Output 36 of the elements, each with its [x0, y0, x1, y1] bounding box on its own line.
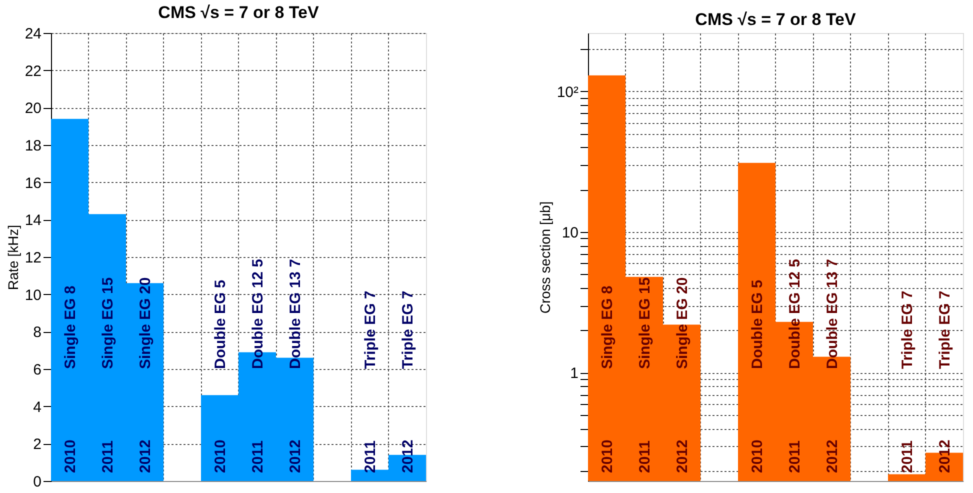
- y-tick-label: 4: [33, 398, 42, 416]
- category-label: 2011 Double EG 12 5: [249, 258, 266, 473]
- category-label: 2011 Single EG 15: [636, 277, 654, 473]
- y-tick-label: 22: [24, 62, 42, 80]
- category-label: 2011 Triple EG 7: [898, 290, 916, 473]
- category-label: 2012 Single EG 20: [136, 277, 154, 473]
- category-label: 2010 Single EG 8: [62, 286, 79, 473]
- category-label: 2012 Single EG 20: [674, 277, 691, 473]
- y-tick-label: 10²: [556, 84, 578, 101]
- y-tick-label: 18: [24, 138, 42, 154]
- category-label: 2012 Triple EG 7: [936, 290, 954, 473]
- y-axis-title: Cross section [μb]: [536, 201, 553, 314]
- y-axis-title: Rate [kHz]: [4, 224, 21, 290]
- category-label: 2012 Double EG 13 7: [286, 258, 304, 473]
- category-label: 2011 Triple EG 7: [362, 290, 379, 473]
- category-label: 2010 Double EG 5: [748, 280, 766, 473]
- y-tick-label: 14: [24, 212, 42, 230]
- category-label: 2010 Single EG 8: [598, 286, 616, 473]
- y-tick-label: 0: [33, 474, 42, 490]
- y-tick-label: 8: [33, 324, 42, 342]
- y-tick-label: 24: [24, 26, 42, 42]
- y-tick-label: 20: [24, 100, 42, 118]
- category-label: 2012 Double EG 13 7: [824, 258, 841, 473]
- category-label: 2012 Triple EG 7: [399, 290, 416, 473]
- chart-title: CMS √s = 7 or 8 TeV: [695, 10, 856, 29]
- y-tick-label: 10: [24, 286, 42, 304]
- category-label: 2011 Double EG 12 5: [786, 258, 804, 473]
- y-tick-label: 10: [562, 224, 578, 242]
- y-tick-label: 12: [24, 250, 42, 266]
- y-tick-label: 2: [33, 436, 42, 454]
- y-tick-label: 16: [24, 174, 42, 192]
- y-tick-label: 1: [570, 365, 578, 382]
- chart-title: CMS √s = 7 or 8 TeV: [158, 3, 320, 22]
- category-label: 2011 Single EG 15: [99, 277, 116, 473]
- y-tick-label: 6: [33, 362, 42, 378]
- category-label: 2010 Double EG 5: [212, 280, 229, 473]
